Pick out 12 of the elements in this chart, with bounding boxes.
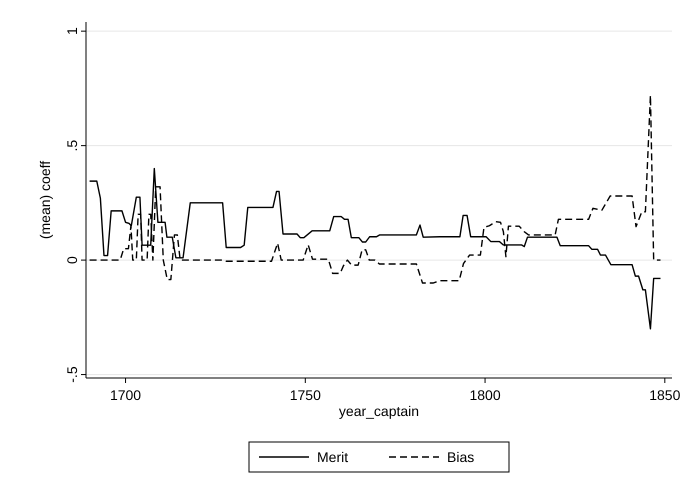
x-axis-title: year_captain: [338, 403, 420, 419]
x-tick-label: 1850: [649, 387, 681, 403]
y-tick-label: .5: [64, 140, 80, 152]
x-tick-label: 1750: [290, 387, 322, 403]
x-tick-label: 1700: [110, 387, 142, 403]
y-tick-label: 1: [64, 27, 80, 36]
y-tick-label: -.5: [64, 366, 80, 383]
x-tick-label: 1800: [469, 387, 501, 403]
legend-label: Merit: [317, 449, 348, 465]
legend-label: Bias: [447, 449, 474, 465]
y-axis-title: (mean) coeff: [37, 160, 53, 240]
y-tick-label: 0: [64, 256, 80, 264]
